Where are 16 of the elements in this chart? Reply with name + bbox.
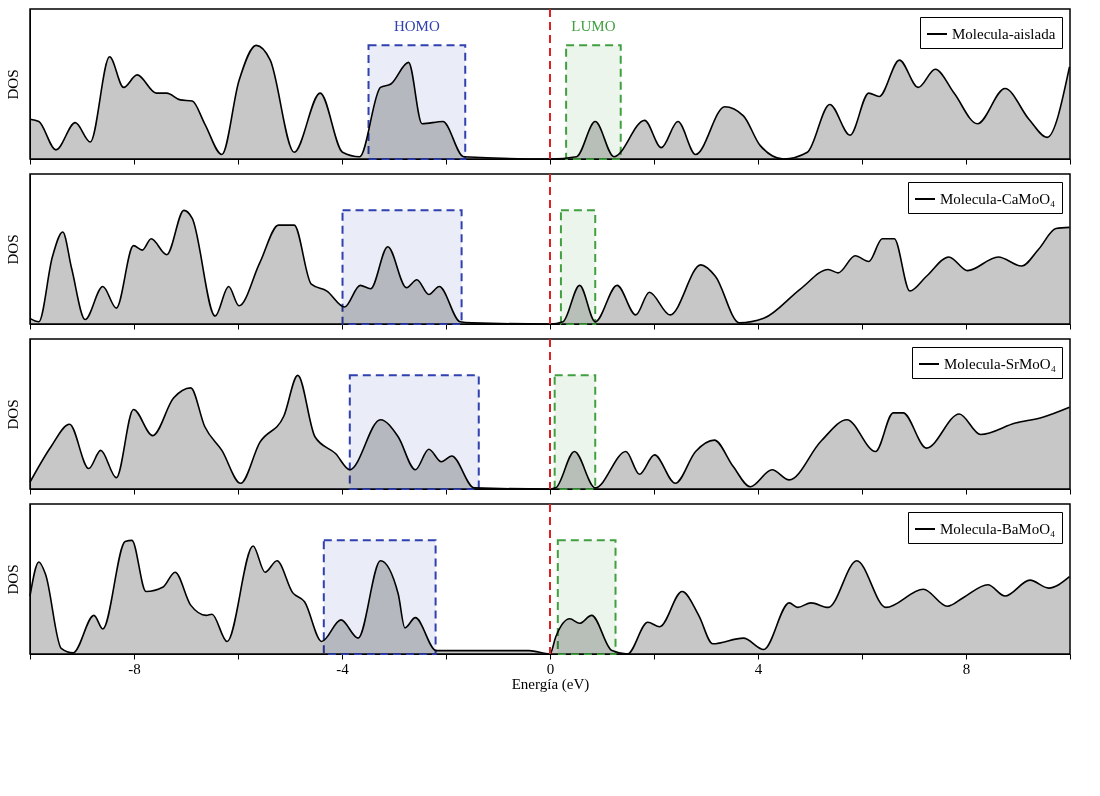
legend-label: Molecula-CaMoO₄ <box>940 191 1056 207</box>
y-axis-title: DOS <box>4 564 21 595</box>
x-axis-title: Energía (eV) <box>511 675 590 693</box>
y-axis-title: DOS <box>4 399 21 430</box>
legend-label: Molecula-aislada <box>952 26 1056 42</box>
x-tick-label: 0 <box>546 660 555 677</box>
y-axis-title: DOS <box>4 69 21 100</box>
x-tick-label: -4 <box>336 660 350 677</box>
x-tick-label: -8 <box>128 660 141 677</box>
x-tick-label: 4 <box>754 660 763 677</box>
legend-label: Molecula-SrMoO₄ <box>944 356 1056 372</box>
x-tick-label: 8 <box>962 660 971 677</box>
y-axis-title: DOS <box>4 234 21 265</box>
legend-label: Molecula-BaMoO₄ <box>940 521 1056 537</box>
band-label: HOMO <box>393 18 440 34</box>
band-label: LUMO <box>571 18 616 34</box>
